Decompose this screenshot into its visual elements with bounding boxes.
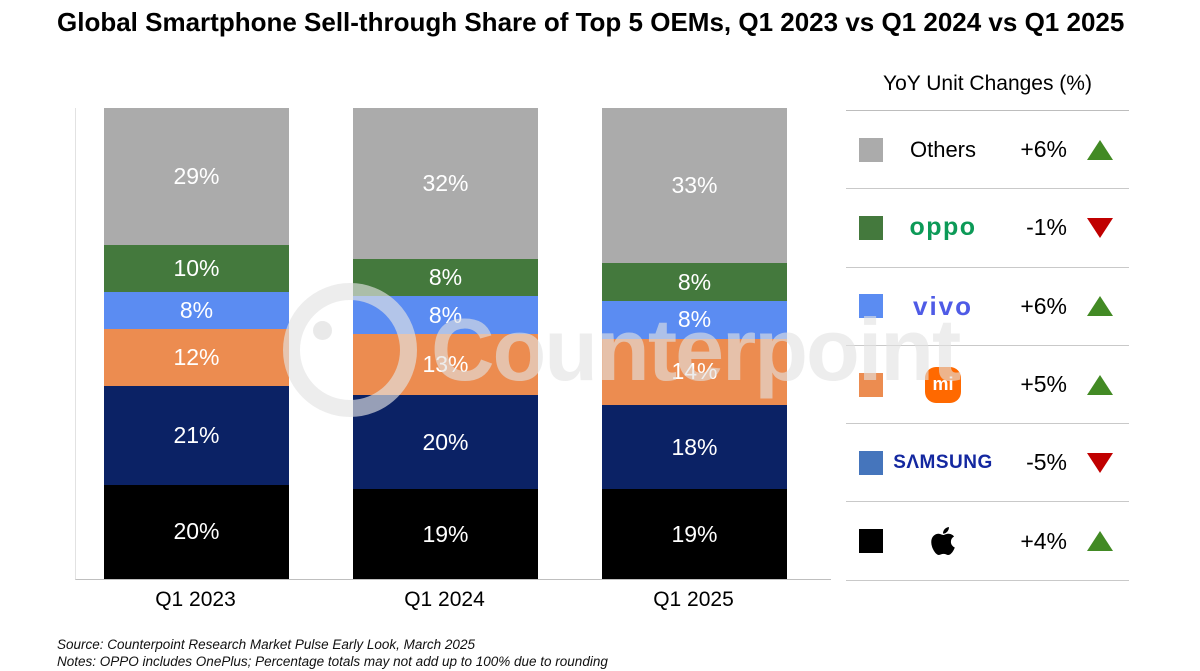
segment-xiaomi-q1-2023[interactable]: 12% xyxy=(104,329,289,386)
segment-vivo-q1-2025[interactable]: 8% xyxy=(602,301,787,339)
segment-apple-q1-2023[interactable]: 20% xyxy=(104,484,289,579)
segment-value-label: 10% xyxy=(173,254,220,281)
segment-value-label: 12% xyxy=(173,344,220,371)
segment-others-q1-2024[interactable]: 32% xyxy=(353,108,538,259)
up-triangle-icon xyxy=(1087,296,1113,317)
up-triangle-icon xyxy=(1087,531,1113,552)
oppo-logo: oppo xyxy=(909,213,977,242)
segment-others-q1-2025[interactable]: 33% xyxy=(602,108,787,264)
segment-value-label: 32% xyxy=(422,169,469,196)
segment-samsung-q1-2025[interactable]: 18% xyxy=(602,404,787,490)
down-triangle-icon xyxy=(1087,452,1113,473)
segment-value-label: 19% xyxy=(671,520,718,547)
samsung-logo: SΛMSUNG xyxy=(893,451,993,473)
segment-xiaomi-q1-2024[interactable]: 13% xyxy=(353,334,538,396)
segment-oppo-q1-2025[interactable]: 8% xyxy=(602,263,787,302)
xiaomi-yoy-change: +5% xyxy=(1020,371,1067,398)
vivo-swatch xyxy=(859,294,883,319)
segment-value-label: 20% xyxy=(422,428,469,455)
apple-yoy-change: +4% xyxy=(1020,527,1067,554)
legend-row-vivo[interactable]: vivo +6% xyxy=(846,268,1129,346)
vivo-yoy-change: +6% xyxy=(1020,292,1067,319)
samsung-yoy-change: -5% xyxy=(1026,449,1067,476)
up-triangle-icon xyxy=(1087,374,1113,395)
legend-row-others[interactable]: Others +6% xyxy=(846,111,1129,190)
legend-row-samsung[interactable]: SΛMSUNG -5% xyxy=(846,424,1129,503)
chart-title: Global Smartphone Sell-through Share of … xyxy=(57,7,1125,37)
samsung-swatch xyxy=(859,450,883,475)
segment-value-label: 18% xyxy=(671,433,718,460)
category-label-q1-2023: Q1 2023 xyxy=(155,588,236,611)
segment-value-label: 8% xyxy=(428,264,463,291)
segment-value-label: 19% xyxy=(422,520,469,547)
category-label-q1-2025: Q1 2025 xyxy=(653,588,734,611)
segment-value-label: 8% xyxy=(179,297,214,323)
bar-q1-2023[interactable]: 29% 10% 8% 12% 21% 20% xyxy=(104,108,289,579)
xiaomi-mi-logo: mi xyxy=(925,366,961,403)
segment-vivo-q1-2024[interactable]: 8% xyxy=(353,296,538,335)
category-axis: Q1 2023 Q1 2024 Q1 2025 xyxy=(75,588,831,612)
legend-title: YoY Unit Changes (%) xyxy=(846,72,1129,111)
legend-row-apple[interactable]: +4% xyxy=(846,502,1129,581)
oppo-swatch xyxy=(859,215,883,240)
segment-oppo-q1-2024[interactable]: 8% xyxy=(353,258,538,297)
legend-row-xiaomi[interactable]: mi +5% xyxy=(846,346,1129,425)
bar-q1-2024[interactable]: 32% 8% 8% 13% 20% 19% xyxy=(353,108,538,579)
legend-row-oppo[interactable]: oppo -1% xyxy=(846,189,1129,268)
segment-value-label: 8% xyxy=(677,268,712,295)
segment-apple-q1-2024[interactable]: 19% xyxy=(353,489,538,579)
segment-value-label: 14% xyxy=(671,358,718,385)
legend-panel: YoY Unit Changes (%) Others +6% oppo -1%… xyxy=(846,72,1129,581)
segment-value-label: 8% xyxy=(428,301,463,328)
xiaomi-swatch xyxy=(859,372,883,397)
apple-swatch xyxy=(859,529,883,554)
plot-area: 29% 10% 8% 12% 21% 20% 32% 8% 8% 13% 20% 19% 33% 8% 8%… xyxy=(75,108,831,580)
segment-value-label: 8% xyxy=(677,306,712,333)
stacked-bars: 29% 10% 8% 12% 21% 20% 32% 8% 8% 13% 20% 19% 33% 8% 8%… xyxy=(76,108,831,579)
segment-xiaomi-q1-2025[interactable]: 14% xyxy=(602,338,787,405)
others-swatch xyxy=(859,137,883,162)
bar-q1-2025[interactable]: 33% 8% 8% 14% 18% 19% xyxy=(602,108,787,579)
segment-value-label: 21% xyxy=(173,421,220,448)
footer-notes: Source: Counterpoint Research Market Pul… xyxy=(57,637,608,670)
source-line: Source: Counterpoint Research Market Pul… xyxy=(57,637,475,652)
up-triangle-icon xyxy=(1087,139,1113,160)
segment-value-label: 13% xyxy=(422,351,469,378)
vivo-logo: vivo xyxy=(912,290,974,321)
segment-oppo-q1-2023[interactable]: 10% xyxy=(104,244,289,292)
segment-apple-q1-2025[interactable]: 19% xyxy=(602,489,787,579)
others-label: Others xyxy=(909,136,977,162)
segment-value-label: 29% xyxy=(173,162,220,189)
segment-value-label: 33% xyxy=(671,172,718,199)
segment-samsung-q1-2023[interactable]: 21% xyxy=(104,385,289,485)
down-triangle-icon xyxy=(1087,217,1113,238)
oppo-yoy-change: -1% xyxy=(1026,214,1067,241)
segment-vivo-q1-2023[interactable]: 8% xyxy=(104,291,289,330)
others-yoy-change: +6% xyxy=(1020,136,1067,163)
notes-line: Notes: OPPO includes OnePlus; Percentage… xyxy=(57,653,608,669)
segment-others-q1-2023[interactable]: 29% xyxy=(104,108,289,245)
category-label-q1-2024: Q1 2024 xyxy=(404,588,485,611)
apple-logo-icon xyxy=(931,527,955,556)
segment-samsung-q1-2024[interactable]: 20% xyxy=(353,395,538,490)
segment-value-label: 20% xyxy=(173,518,220,545)
